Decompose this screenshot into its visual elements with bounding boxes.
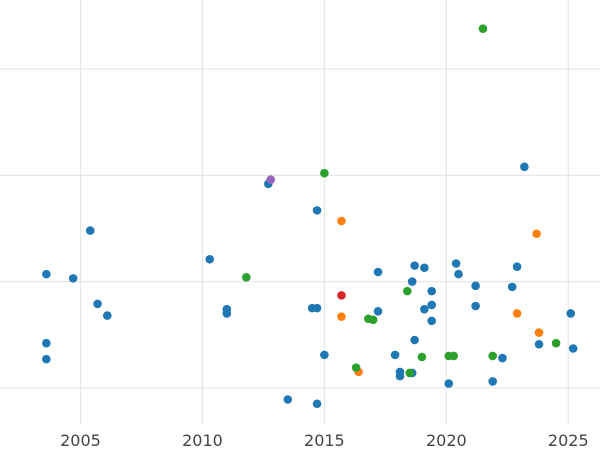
data-point xyxy=(373,307,383,316)
data-point xyxy=(403,286,412,296)
x-axis-ticks: 2005 2010 2015 2020 2025 xyxy=(60,431,589,450)
data-point xyxy=(410,261,419,270)
data-point xyxy=(103,311,112,320)
data-point xyxy=(93,299,102,309)
data-point xyxy=(390,350,400,360)
data-point xyxy=(222,309,232,318)
data-point xyxy=(520,162,529,172)
data-point xyxy=(532,229,541,239)
data-point xyxy=(534,339,544,349)
x-tick-label: 2010 xyxy=(182,431,223,450)
y-gridlines xyxy=(0,68,600,389)
data-point xyxy=(312,206,322,215)
data-point xyxy=(512,262,522,271)
data-point xyxy=(449,351,458,361)
data-point xyxy=(373,267,383,277)
data-point xyxy=(534,328,544,337)
data-point xyxy=(283,395,293,404)
data-point xyxy=(85,226,95,235)
data-point xyxy=(427,316,437,326)
data-point xyxy=(471,281,480,291)
data-point xyxy=(498,353,507,363)
data-point xyxy=(420,263,429,273)
data-point xyxy=(551,338,561,348)
data-point xyxy=(395,371,405,381)
data-point xyxy=(488,377,497,386)
x-tick-label: 2020 xyxy=(426,431,467,450)
data-point xyxy=(368,315,378,325)
data-point xyxy=(420,304,429,314)
data-point xyxy=(42,338,51,348)
data-point xyxy=(471,301,480,311)
x-tick-label: 2005 xyxy=(60,431,101,450)
x-tick-label: 2015 xyxy=(304,431,345,450)
data-point xyxy=(454,269,463,279)
data-point xyxy=(266,175,276,184)
data-point xyxy=(320,168,329,178)
data-point xyxy=(337,291,346,300)
x-tick-label: 2025 xyxy=(548,431,589,450)
data-point xyxy=(312,303,322,313)
data-point xyxy=(410,335,419,345)
data-point xyxy=(405,368,415,378)
data-point xyxy=(427,300,437,310)
data-point xyxy=(478,24,488,33)
data-point xyxy=(407,277,417,286)
data-point xyxy=(351,363,361,372)
x-gridlines xyxy=(79,0,569,425)
data-point xyxy=(312,399,322,409)
data-point xyxy=(568,344,578,353)
data-point xyxy=(417,352,427,362)
data-point xyxy=(507,282,517,292)
data-point xyxy=(444,379,454,388)
scatter-points xyxy=(42,24,578,409)
data-point xyxy=(42,269,51,279)
data-point xyxy=(512,309,522,318)
data-point xyxy=(337,216,346,226)
data-point xyxy=(488,351,497,361)
data-point xyxy=(320,350,329,360)
data-point xyxy=(566,309,576,318)
data-point xyxy=(42,354,51,364)
data-point xyxy=(68,274,78,283)
data-point xyxy=(451,259,461,268)
data-point xyxy=(242,273,251,282)
data-point xyxy=(205,254,215,264)
data-point xyxy=(427,286,437,296)
data-point xyxy=(337,312,346,321)
